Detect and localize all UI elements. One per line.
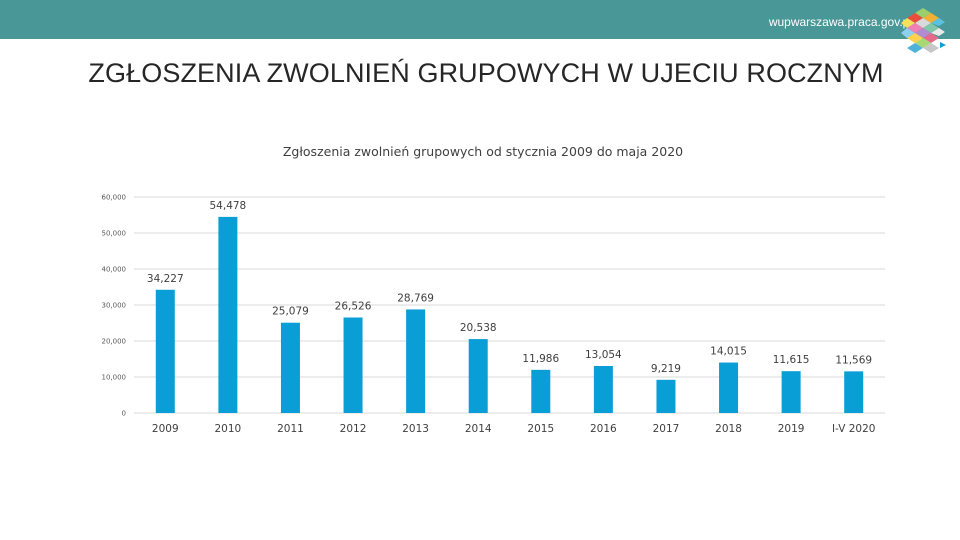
data-label: 11,986: [522, 353, 559, 365]
bar: [719, 362, 739, 413]
bar: [280, 322, 300, 413]
data-label: 20,538: [460, 322, 497, 334]
bar: [406, 309, 426, 413]
x-tick-label: I-V 2020: [832, 423, 876, 435]
y-tick-label: 30,000: [102, 302, 127, 310]
y-tick-label: 0: [122, 410, 126, 418]
x-tick-label: 2019: [778, 423, 805, 435]
site-url[interactable]: wupwarszawa.praca.gov.pl: [768, 15, 912, 29]
x-tick-label: 2014: [465, 423, 492, 435]
y-tick-label: 40,000: [102, 266, 127, 274]
bar: [781, 371, 801, 413]
data-label: 14,015: [710, 346, 747, 358]
y-tick-label: 20,000: [102, 338, 127, 346]
bar: [844, 371, 864, 413]
x-tick-label: 2009: [152, 423, 179, 435]
data-label: 26,526: [335, 301, 372, 313]
x-tick-label: 2012: [340, 423, 367, 435]
bar: [468, 339, 488, 413]
data-label: 11,615: [773, 354, 810, 366]
x-tick-label: 2017: [653, 423, 680, 435]
bar: [343, 317, 363, 413]
x-tick-label: 2011: [277, 423, 304, 435]
slide-title: ZGŁOSZENIA ZWOLNIEŃ GRUPOWYCH W UJECIU R…: [88, 58, 884, 88]
data-label: 34,227: [147, 273, 184, 285]
logo-icon: [901, 8, 946, 53]
y-tick-label: 60,000: [102, 194, 127, 202]
data-label: 9,219: [651, 363, 681, 375]
chart-title: Zgłoszenia zwolnień grupowych od styczni…: [282, 144, 684, 159]
y-tick-label: 50,000: [102, 230, 127, 238]
bar: [593, 366, 613, 413]
y-tick-label: 10,000: [102, 374, 127, 382]
x-tick-label: 2018: [715, 423, 742, 435]
data-label: 25,079: [272, 306, 309, 318]
x-tick-label: 2010: [215, 423, 242, 435]
bar: [656, 379, 676, 413]
header-bar: wupwarszawa.praca.gov.pl: [0, 0, 960, 39]
x-tick-label: 2015: [527, 423, 554, 435]
data-label: 54,478: [210, 200, 247, 212]
x-tick-label: 2013: [402, 423, 429, 435]
bar: [531, 369, 551, 413]
data-label: 13,054: [585, 349, 622, 361]
bar: [155, 289, 175, 413]
bar: [218, 216, 238, 413]
x-tick-label: 2016: [590, 423, 617, 435]
data-label: 28,769: [397, 292, 434, 304]
data-label: 11,569: [835, 354, 872, 366]
